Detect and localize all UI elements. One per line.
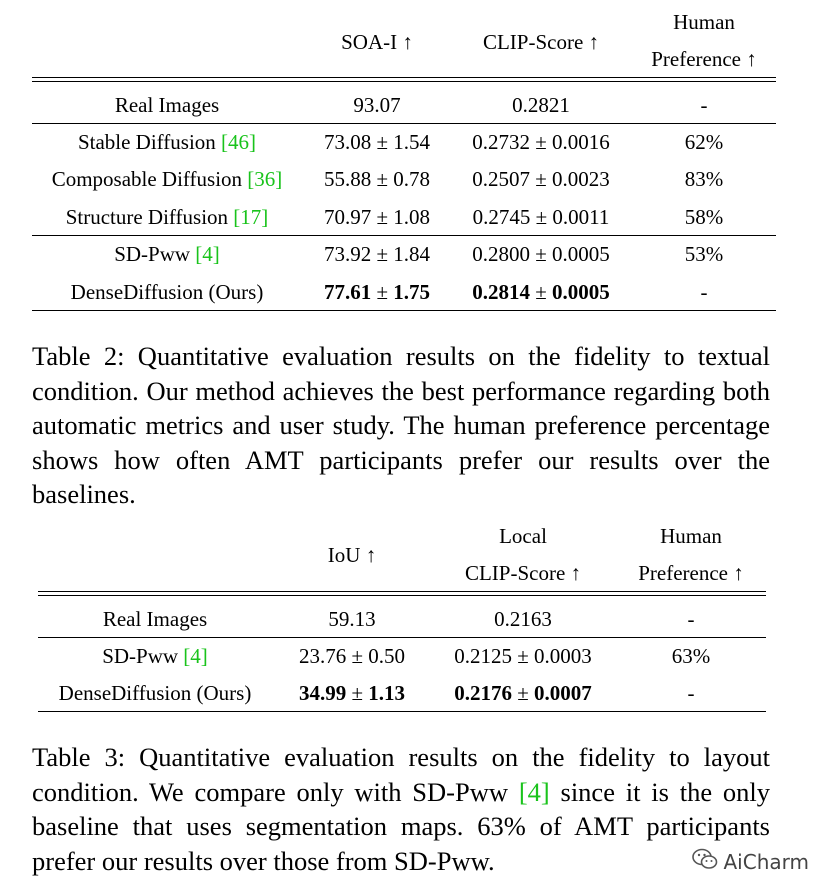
header-double-rule xyxy=(38,591,766,596)
table-row-clip: 0.2800 ± 0.0005 xyxy=(472,242,610,266)
table-row-human: 63% xyxy=(671,644,711,668)
table-row-human: 83% xyxy=(684,167,724,191)
citation-link[interactable]: [4] xyxy=(518,776,550,807)
table-2-caption: Table 2: Quantitative evaluation results… xyxy=(32,341,770,509)
table-row-clip: 0.2507 ± 0.0023 xyxy=(472,167,610,191)
row-divider xyxy=(32,235,776,236)
table-row-human: - xyxy=(700,93,708,117)
table-row-method: Real Images xyxy=(114,93,220,117)
table-row-method: Structure Diffusion [17] xyxy=(65,205,269,229)
table-row-soa: 55.88 ± 0.78 xyxy=(323,167,431,191)
bottom-rule xyxy=(32,310,776,311)
header-human-line1: Human xyxy=(660,524,722,548)
table-row-human: - xyxy=(700,280,708,304)
table-row-human: 53% xyxy=(684,242,724,266)
table-row-method: Composable Diffusion [36] xyxy=(51,167,283,191)
table-row-method: Real Images xyxy=(102,607,208,631)
citation-link[interactable]: [17] xyxy=(233,205,269,229)
header-human-line2: Preference ↑ xyxy=(638,561,744,585)
table-3-caption: Table 3: Quantitative evaluation results… xyxy=(32,742,771,876)
header-soa: SOA-I ↑ xyxy=(341,30,413,54)
table-row-method: DenseDiffusion (Ours) xyxy=(70,280,264,304)
citation-link[interactable]: [46] xyxy=(221,130,257,154)
table-row-iou: 34.99 ± 1.13 xyxy=(298,681,406,705)
wechat-icon xyxy=(691,848,718,875)
table-row-soa: 77.61 ± 1.75 xyxy=(323,280,431,304)
watermark: AiCharm xyxy=(691,848,810,875)
watermark-text: AiCharm xyxy=(723,849,810,874)
citation-link[interactable]: [36] xyxy=(247,167,283,191)
header-double-rule xyxy=(32,77,776,82)
table-row-soa: 93.07 xyxy=(353,93,401,117)
table-row-iou: 59.13 xyxy=(328,607,376,631)
table-row-clip: 0.2821 xyxy=(512,93,570,117)
table-row-soa: 73.08 ± 1.54 xyxy=(323,130,431,154)
header-clip-score: CLIP-Score ↑ xyxy=(482,30,600,54)
table-row-soa: 73.92 ± 1.84 xyxy=(323,242,431,266)
header-local-line1: Local xyxy=(499,524,547,548)
table-row-clip: 0.2814 ± 0.0005 xyxy=(472,280,610,304)
header-local-line2: CLIP-Score ↑ xyxy=(464,561,582,585)
table-row-method: SD-Pww [4] xyxy=(114,242,220,266)
table-row-clip: 0.2745 ± 0.0011 xyxy=(472,205,610,229)
table-row-human: 58% xyxy=(684,205,724,229)
table-row-soa: 70.97 ± 1.08 xyxy=(323,205,431,229)
citation-link[interactable]: [4] xyxy=(195,242,220,266)
table-row-human: - xyxy=(687,681,695,705)
row-divider xyxy=(38,637,766,638)
row-divider xyxy=(32,123,776,124)
table-row-human: - xyxy=(687,607,695,631)
header-iou: IoU ↑ xyxy=(327,543,377,567)
header-human-line1: Human xyxy=(673,10,735,34)
header-human-line2: Preference ↑ xyxy=(651,47,757,71)
bottom-rule xyxy=(38,711,766,712)
table-row-method: Stable Diffusion [46] xyxy=(77,130,257,154)
table-row-clip: 0.2163 xyxy=(494,607,552,631)
table-row-clip: 0.2176 ± 0.0007 xyxy=(454,681,592,705)
table-row-human: 62% xyxy=(684,130,724,154)
table-row-method: SD-Pww [4] xyxy=(102,644,208,668)
table-row-clip: 0.2125 ± 0.0003 xyxy=(454,644,592,668)
citation-link[interactable]: [4] xyxy=(183,644,208,668)
table-row-clip: 0.2732 ± 0.0016 xyxy=(472,130,610,154)
table-row-iou: 23.76 ± 0.50 xyxy=(298,644,406,668)
table-row-method: DenseDiffusion (Ours) xyxy=(58,681,252,705)
